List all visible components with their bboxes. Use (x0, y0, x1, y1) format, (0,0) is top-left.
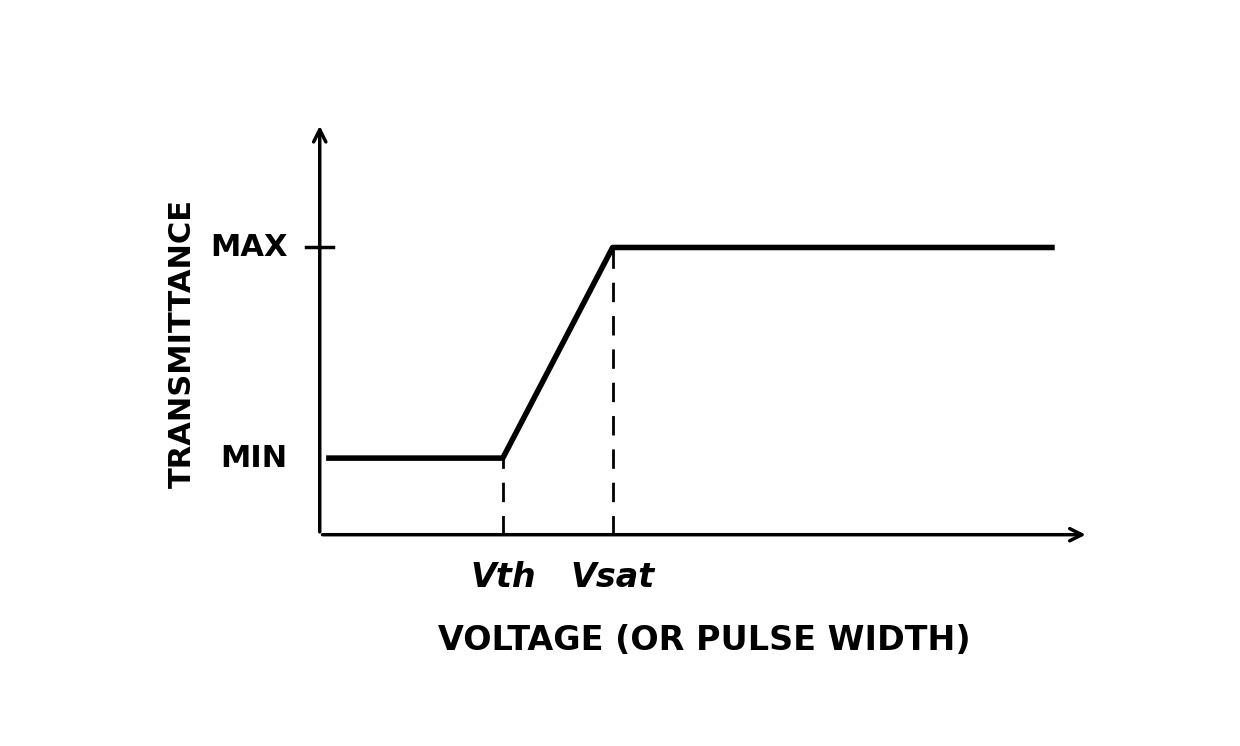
Text: MIN: MIN (221, 444, 288, 473)
Text: Vsat: Vsat (570, 561, 655, 594)
Text: MAX: MAX (211, 233, 288, 262)
Text: VOLTAGE (OR PULSE WIDTH): VOLTAGE (OR PULSE WIDTH) (438, 624, 971, 656)
Text: Vth: Vth (470, 561, 536, 594)
Text: TRANSMITTANCE: TRANSMITTANCE (167, 198, 197, 488)
